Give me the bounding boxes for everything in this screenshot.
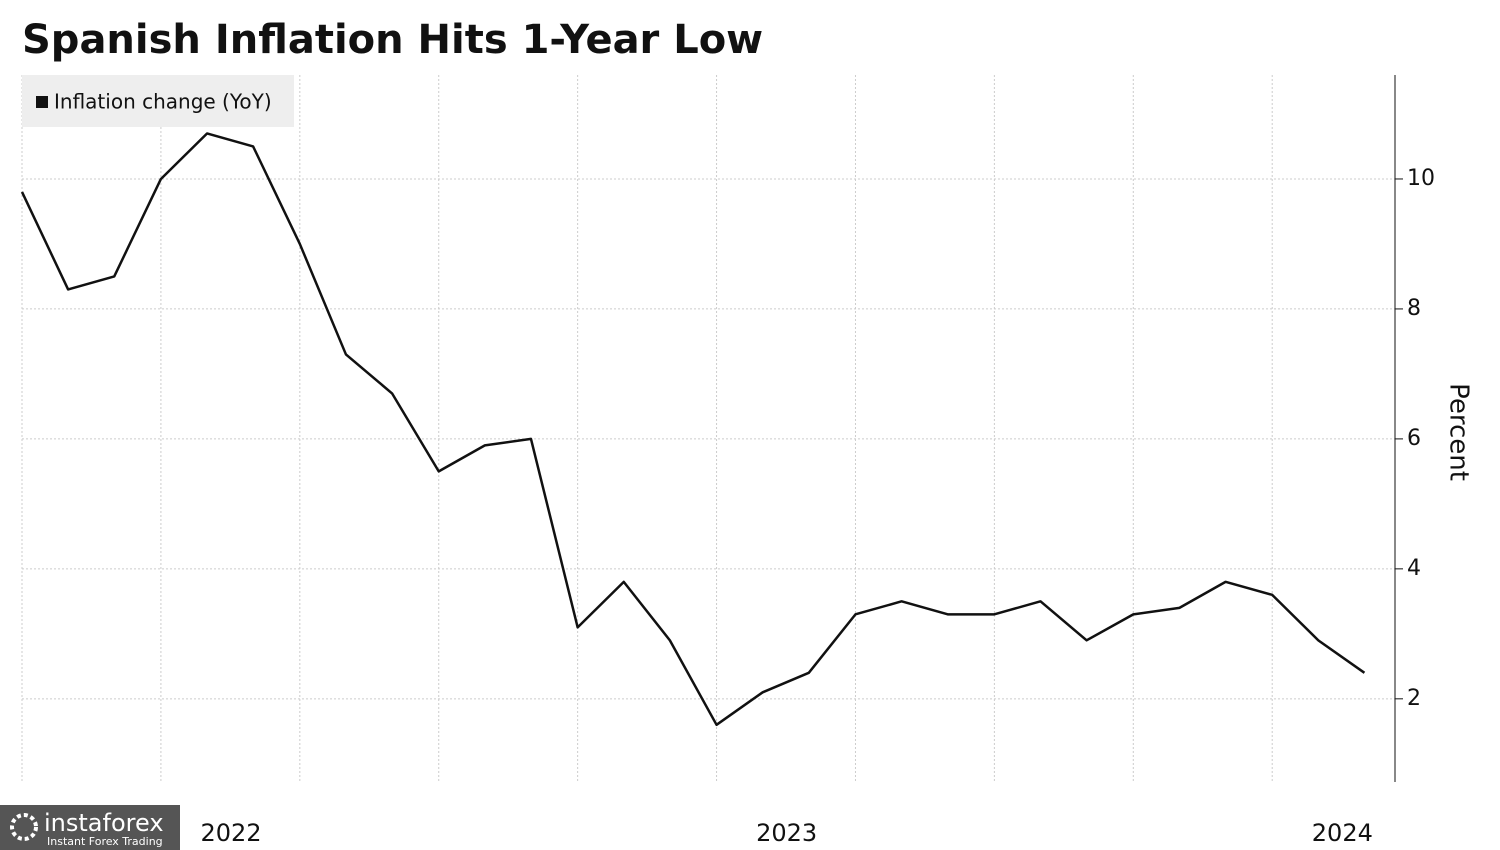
watermark-tagline: Instant Forex Trading [47, 835, 163, 848]
watermark: instaforex Instant Forex Trading [0, 805, 180, 850]
y-tick-label: 6 [1407, 426, 1421, 451]
legend-label: Inflation change (YoY) [54, 90, 272, 114]
legend-box [22, 75, 294, 127]
x-tick-label: 2022 [200, 819, 261, 847]
y-tick-label: 4 [1407, 556, 1421, 581]
y-tick-label: 8 [1407, 296, 1421, 321]
y-tick-label: 10 [1407, 166, 1435, 191]
x-tick-label: 2024 [1312, 819, 1373, 847]
legend-swatch [36, 96, 48, 108]
y-tick-label: 2 [1407, 686, 1421, 711]
watermark-bg [0, 805, 180, 850]
line [20, 132, 1366, 727]
watermark-logo [10, 813, 38, 841]
watermark-brand: instaforex [44, 809, 164, 837]
x-tick-label: 2023 [756, 819, 817, 847]
y-axis-label: Percent [1444, 383, 1474, 481]
chart-title: Spanish Inflation Hits 1-Year Low [22, 17, 763, 63]
